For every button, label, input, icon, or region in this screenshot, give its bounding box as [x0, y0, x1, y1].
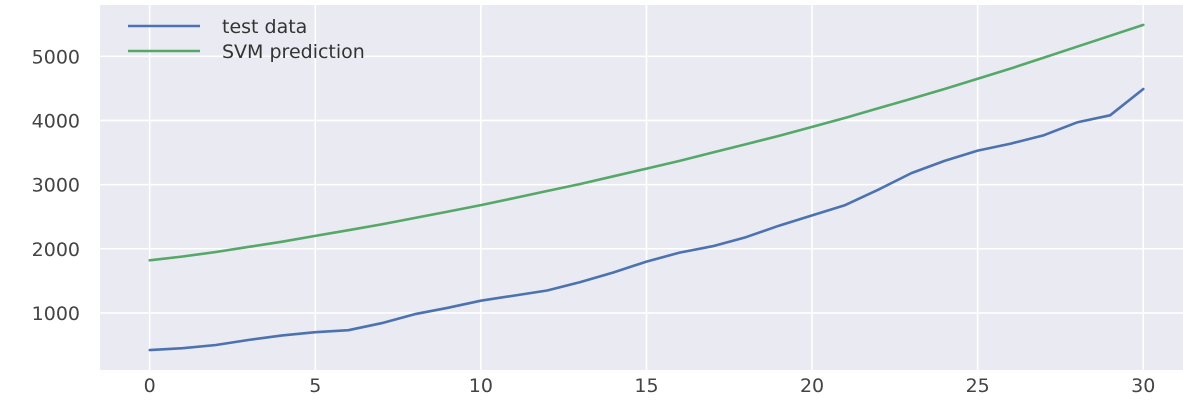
x-tick-label: 10: [469, 375, 493, 397]
x-tick-label: 20: [800, 375, 824, 397]
y-tick-label: 3000: [32, 175, 80, 197]
legend-label: SVM prediction: [222, 41, 365, 63]
legend-label: test data: [222, 16, 307, 38]
x-tick-label: 25: [966, 375, 990, 397]
y-tick-label: 2000: [32, 239, 80, 261]
series-line-test-data: [148, 87, 1145, 352]
series-lines: [148, 23, 1145, 352]
grid: [100, 5, 1183, 370]
series-line-svm-prediction: [148, 23, 1145, 262]
y-tick-label: 4000: [32, 110, 80, 132]
y-axis-ticks: 1000 2000 3000 4000 5000: [32, 46, 80, 325]
legend: test data SVM prediction: [128, 16, 365, 63]
x-axis-ticks: 0 5 10 15 20 25 30: [144, 375, 1156, 397]
y-tick-label: 1000: [32, 303, 80, 325]
x-tick-label: 30: [1131, 375, 1155, 397]
plot-area: [100, 5, 1183, 370]
x-tick-label: 0: [144, 375, 156, 397]
x-tick-label: 15: [634, 375, 658, 397]
y-tick-label: 5000: [32, 46, 80, 68]
x-tick-label: 5: [309, 375, 321, 397]
